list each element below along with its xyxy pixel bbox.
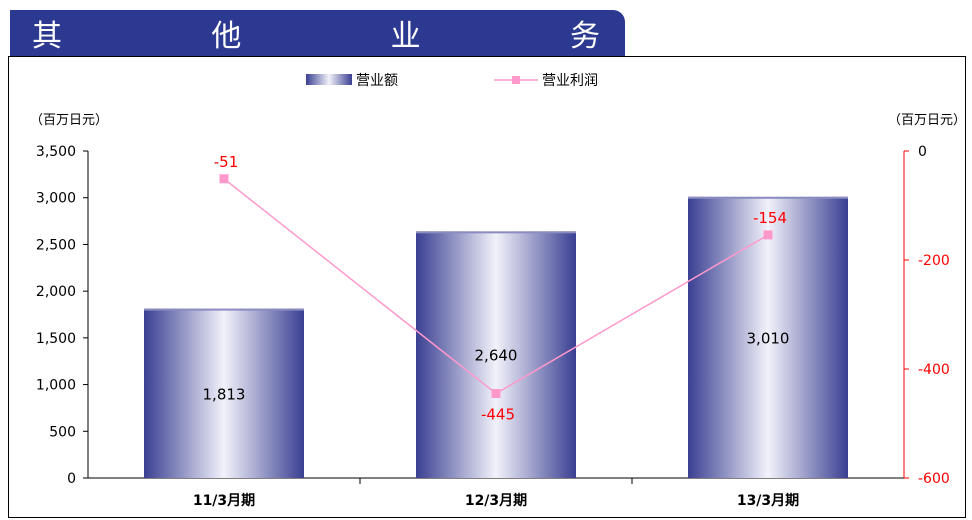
- bar-data-label: 2,640: [475, 347, 518, 365]
- left-axis-unit: （百万日元）: [30, 113, 108, 128]
- bar-top-edge: [144, 308, 304, 311]
- right-tick-label: -600: [918, 471, 950, 487]
- bar: [144, 308, 304, 478]
- bar-data-label: 3,010: [747, 329, 790, 347]
- x-tick-label: 11/3月期: [193, 493, 255, 509]
- left-tick-label: 1,000: [36, 378, 76, 394]
- profit-data-label: -445: [481, 406, 515, 424]
- left-tick-label: 0: [67, 471, 76, 487]
- right-tick-label: 0: [918, 144, 927, 160]
- x-tick-label: 12/3月期: [465, 493, 527, 509]
- profit-marker: [763, 230, 773, 240]
- bar-top-edge: [688, 196, 848, 199]
- title-char: 其: [32, 19, 62, 54]
- title-char: 务: [569, 19, 600, 54]
- bar-top-edge: [416, 231, 576, 234]
- bar-data-label: 1,813: [203, 385, 246, 403]
- legend-line-label: 营业利润: [542, 73, 598, 89]
- legend-line-marker: [512, 76, 520, 84]
- left-tick-label: 500: [49, 424, 76, 440]
- title-char: 业: [390, 19, 421, 54]
- right-tick-label: -400: [918, 362, 950, 378]
- chart-frame: [8, 56, 966, 518]
- page-title: 其 他 业 务: [10, 10, 625, 56]
- legend-bar-label: 营业额: [356, 73, 398, 89]
- left-tick-label: 3,500: [36, 144, 76, 160]
- title-char: 他: [211, 19, 242, 54]
- legend-bar-swatch: [306, 74, 352, 85]
- left-tick-label: 2,500: [36, 237, 76, 253]
- left-tick-label: 3,000: [36, 191, 76, 207]
- right-axis-unit: （百万日元）: [888, 113, 966, 128]
- bar: [416, 231, 576, 478]
- header-tab: 其 他 业 务: [10, 10, 625, 56]
- profit-data-label: -154: [753, 209, 787, 227]
- profit-marker: [491, 389, 501, 399]
- bar: [688, 196, 848, 478]
- x-tick-label: 13/3月期: [737, 493, 799, 509]
- left-tick-label: 2,000: [36, 284, 76, 300]
- left-tick-label: 1,500: [36, 331, 76, 347]
- right-tick-label: -200: [918, 253, 950, 269]
- profit-data-label: -51: [214, 153, 239, 171]
- profit-marker: [219, 174, 229, 184]
